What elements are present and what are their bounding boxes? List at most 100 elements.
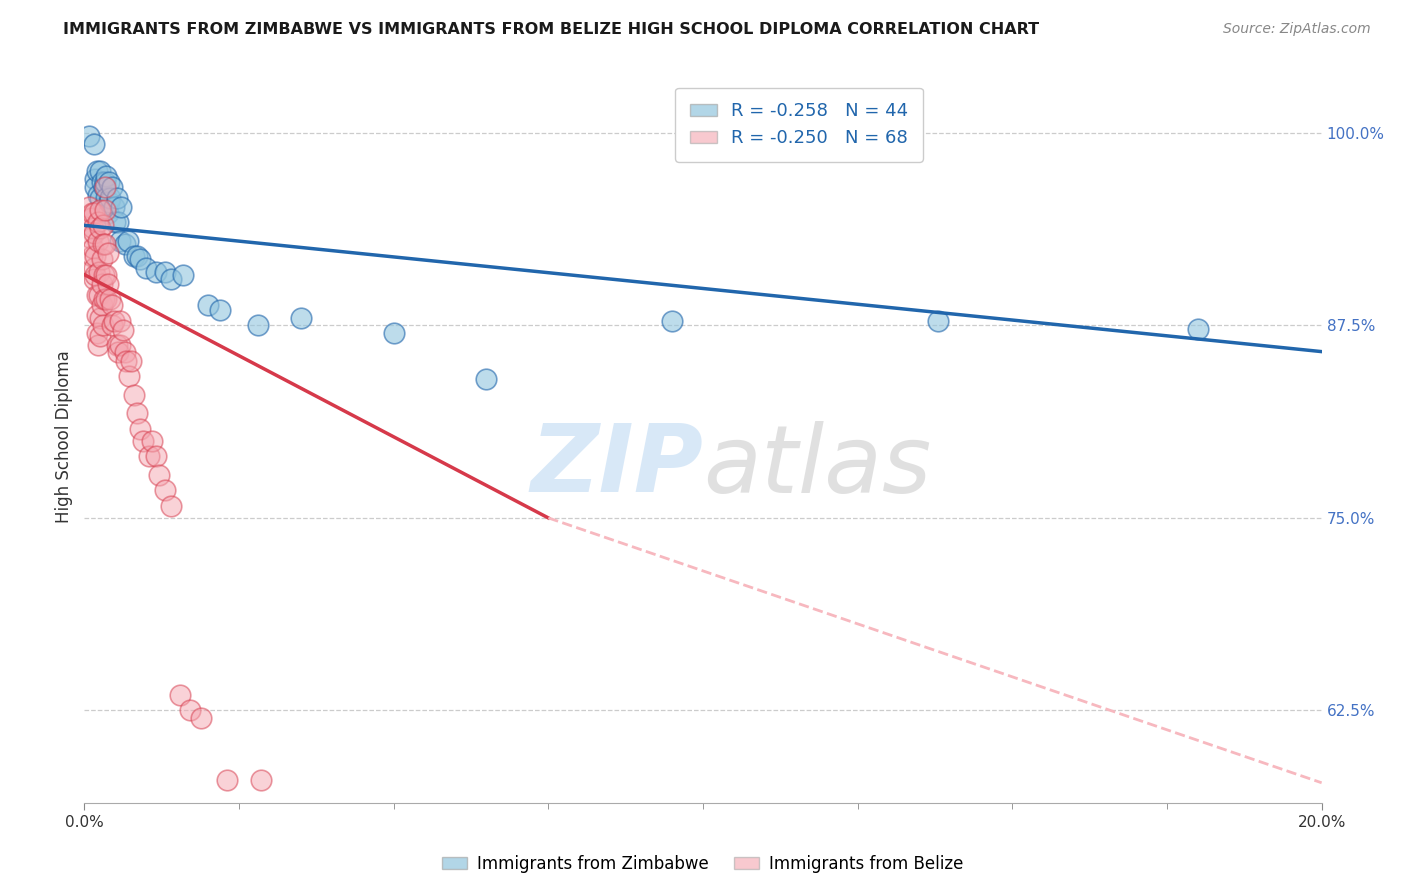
Point — [98, 175, 121, 189]
Text: IMMIGRANTS FROM ZIMBABWE VS IMMIGRANTS FROM BELIZE HIGH SCHOOL DIPLOMA CORRELATI: IMMIGRANTS FROM ZIMBABWE VS IMMIGRANTS F… — [63, 22, 1039, 37]
Point — [83, 136, 105, 151]
Point — [83, 226, 105, 240]
Point — [118, 369, 141, 384]
Point — [110, 314, 132, 328]
Point — [87, 338, 110, 352]
Point — [290, 310, 312, 325]
Point — [120, 354, 142, 368]
Y-axis label: High School Diploma: High School Diploma — [55, 351, 73, 524]
Point — [132, 434, 155, 448]
Point — [87, 187, 110, 202]
Point — [89, 202, 111, 217]
Point — [160, 272, 183, 286]
Point — [160, 499, 183, 513]
Point — [97, 277, 120, 291]
Point — [89, 164, 111, 178]
Point — [927, 314, 949, 328]
Point — [97, 246, 120, 260]
Point — [101, 318, 124, 333]
Point — [97, 206, 120, 220]
Point — [94, 292, 117, 306]
Point — [89, 310, 111, 325]
Point — [197, 298, 219, 312]
Point — [122, 249, 145, 263]
Point — [89, 221, 111, 235]
Point — [98, 292, 121, 306]
Point — [101, 298, 124, 312]
Point — [103, 200, 125, 214]
Point — [110, 200, 132, 214]
Point — [661, 314, 683, 328]
Legend: R = -0.258   N = 44, R = -0.250   N = 68: R = -0.258 N = 44, R = -0.250 N = 68 — [675, 87, 922, 161]
Point — [94, 202, 117, 217]
Point — [209, 303, 232, 318]
Point — [129, 422, 152, 436]
Point — [107, 215, 129, 229]
Point — [82, 206, 104, 220]
Point — [84, 268, 107, 282]
Point — [89, 191, 111, 205]
Point — [98, 195, 121, 210]
Point — [93, 179, 115, 194]
Point — [110, 234, 132, 248]
Point — [101, 179, 124, 194]
Point — [84, 179, 107, 194]
Point — [91, 200, 114, 214]
Point — [103, 314, 125, 328]
Point — [179, 703, 201, 717]
Text: Source: ZipAtlas.com: Source: ZipAtlas.com — [1223, 22, 1371, 37]
Point — [135, 261, 157, 276]
Point — [249, 772, 271, 787]
Point — [190, 711, 212, 725]
Point — [94, 268, 117, 282]
Point — [94, 179, 117, 194]
Text: atlas: atlas — [703, 421, 931, 512]
Point — [94, 169, 117, 183]
Point — [82, 221, 104, 235]
Point — [215, 772, 238, 787]
Point — [91, 318, 114, 333]
Point — [90, 277, 112, 291]
Point — [105, 191, 128, 205]
Point — [94, 191, 117, 205]
Point — [115, 354, 138, 368]
Point — [79, 211, 101, 225]
Point — [90, 175, 112, 189]
Point — [105, 338, 128, 352]
Point — [125, 249, 148, 263]
Point — [79, 200, 101, 214]
Point — [172, 268, 194, 282]
Legend: Immigrants from Zimbabwe, Immigrants from Belize: Immigrants from Zimbabwe, Immigrants fro… — [436, 848, 970, 880]
Point — [83, 206, 105, 220]
Point — [141, 434, 163, 448]
Point — [117, 234, 139, 248]
Point — [129, 252, 152, 267]
Point — [122, 388, 145, 402]
Point — [153, 264, 176, 278]
Text: ZIP: ZIP — [530, 420, 703, 512]
Point — [93, 292, 115, 306]
Point — [90, 298, 112, 312]
Point — [83, 261, 105, 276]
Point — [1187, 321, 1209, 335]
Point — [153, 483, 176, 498]
Point — [79, 230, 101, 244]
Point — [110, 338, 132, 352]
Point — [148, 467, 170, 482]
Point — [91, 219, 114, 233]
Point — [246, 318, 269, 333]
Point — [169, 688, 191, 702]
Point — [104, 215, 127, 229]
Point — [114, 236, 136, 251]
Point — [145, 450, 167, 464]
Point — [82, 242, 104, 256]
Point — [90, 252, 112, 267]
Point — [98, 191, 121, 205]
Point — [107, 344, 129, 359]
Point — [89, 287, 111, 301]
Point — [125, 406, 148, 420]
Point — [114, 344, 136, 359]
Point — [111, 323, 134, 337]
Point — [89, 329, 111, 343]
Point — [86, 308, 108, 322]
